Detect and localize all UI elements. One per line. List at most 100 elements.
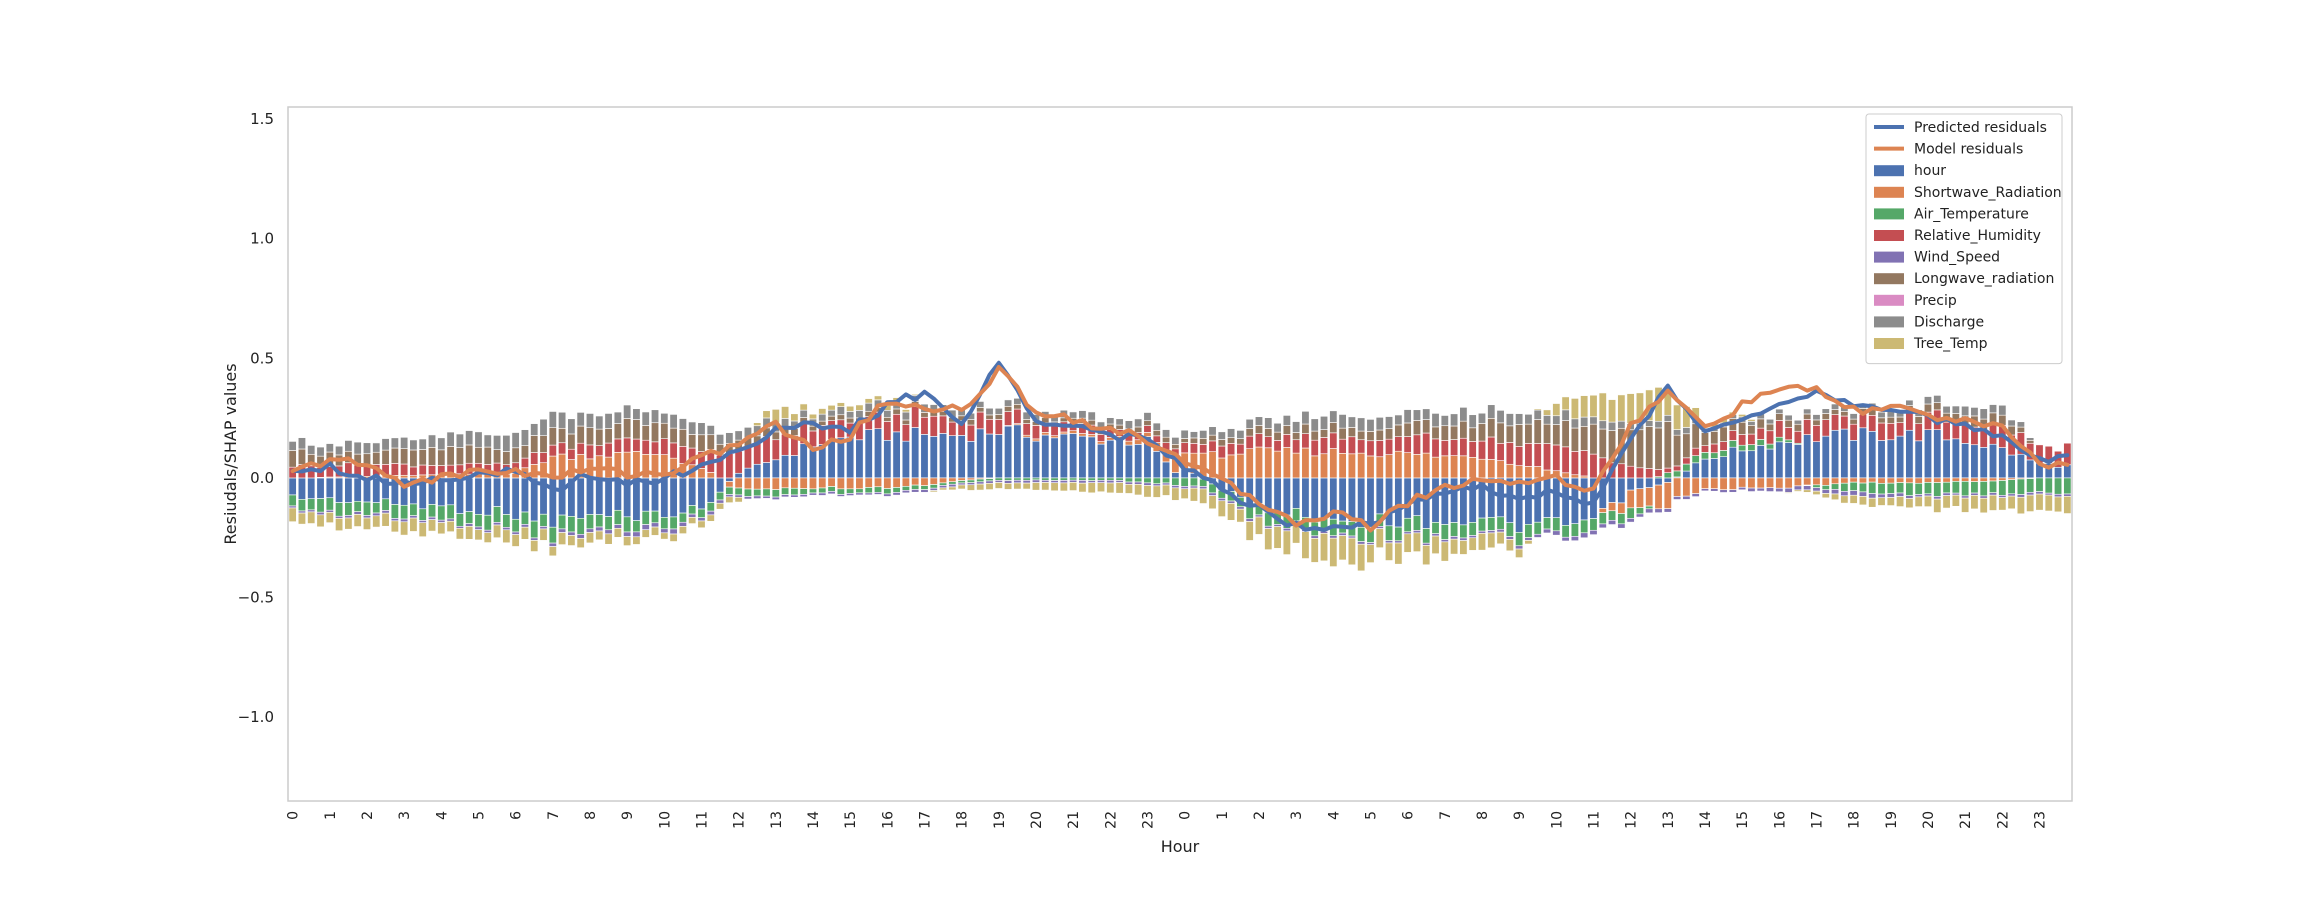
bar-shortwave-radiation bbox=[1738, 477, 1747, 488]
bar-tree-temp bbox=[1552, 403, 1561, 417]
bar-relative-humidity bbox=[585, 444, 594, 460]
bar-hour bbox=[1998, 447, 2007, 479]
bar-shortwave-radiation bbox=[1422, 452, 1431, 479]
bar-air-temperature bbox=[697, 508, 706, 519]
bar-air-temperature bbox=[1728, 440, 1737, 448]
bar-tree-temp bbox=[1942, 495, 1951, 509]
bar-tree-temp bbox=[465, 526, 474, 540]
bar-hour bbox=[1124, 444, 1133, 479]
bar-relative-humidity bbox=[1496, 443, 1505, 461]
bar-shortwave-radiation bbox=[1264, 447, 1273, 479]
bar-wind-speed bbox=[1728, 489, 1737, 493]
bar-wind-speed bbox=[418, 520, 427, 524]
bar-air-temperature bbox=[1645, 505, 1654, 510]
bar-relative-humidity bbox=[976, 411, 985, 430]
bar-wind-speed bbox=[753, 495, 762, 499]
bar-air-temperature bbox=[1784, 439, 1793, 443]
x-tick-label: 21 bbox=[1066, 811, 1082, 829]
bar-relative-humidity bbox=[1254, 433, 1263, 448]
bar-tree-temp bbox=[632, 536, 641, 545]
bar-shortwave-radiation bbox=[1877, 477, 1886, 484]
bar-relative-humidity bbox=[1654, 469, 1663, 477]
bar-tree-temp bbox=[864, 398, 873, 404]
bar-hour bbox=[799, 443, 808, 479]
bar-longwave-radiation bbox=[1487, 417, 1496, 438]
bar-wind-speed bbox=[1858, 491, 1867, 497]
bar-shortwave-radiation bbox=[1320, 453, 1329, 479]
bar-longwave-radiation bbox=[1580, 426, 1589, 451]
bar-shortwave-radiation bbox=[1728, 477, 1737, 490]
bar-tree-temp bbox=[836, 402, 845, 407]
bar-wind-speed bbox=[1747, 487, 1756, 492]
bar-longwave-radiation bbox=[502, 451, 511, 465]
bar-air-temperature bbox=[1942, 481, 1951, 494]
bar-relative-humidity bbox=[939, 415, 948, 434]
bar-longwave-radiation bbox=[976, 407, 985, 413]
bar-tree-temp bbox=[1041, 482, 1050, 491]
bar-wind-speed bbox=[706, 510, 715, 516]
bar-discharge bbox=[1208, 426, 1217, 436]
bar-hour bbox=[1775, 441, 1784, 479]
bar-wind-speed bbox=[1273, 524, 1282, 527]
bar-hour bbox=[1914, 440, 1923, 479]
bar-shortwave-radiation bbox=[911, 477, 920, 486]
bar-relative-humidity bbox=[827, 420, 836, 440]
bar-discharge bbox=[1329, 410, 1338, 423]
x-tick-label: 0 bbox=[1178, 811, 1194, 820]
bar-wind-speed bbox=[1496, 528, 1505, 533]
bar-longwave-radiation bbox=[1310, 430, 1319, 441]
bar-air-temperature bbox=[901, 486, 910, 491]
bar-tree-temp bbox=[1254, 516, 1263, 535]
bar-air-temperature bbox=[1970, 481, 1979, 494]
bar-air-temperature bbox=[493, 506, 502, 523]
bar-shortwave-radiation bbox=[1050, 435, 1059, 439]
bar-shortwave-radiation bbox=[1450, 455, 1459, 479]
bar-wind-speed bbox=[1970, 492, 1979, 496]
bar-tree-temp bbox=[1180, 488, 1189, 499]
bar-longwave-radiation bbox=[1329, 422, 1338, 434]
bar-hour bbox=[743, 467, 752, 479]
bar-hour bbox=[1728, 446, 1737, 479]
bar-relative-humidity bbox=[1431, 438, 1440, 458]
bar-discharge bbox=[641, 411, 650, 426]
bar-wind-speed bbox=[1227, 500, 1236, 504]
bar-wind-speed bbox=[1310, 535, 1319, 539]
y-tick-label: 1.0 bbox=[250, 230, 274, 248]
bar-longwave-radiation bbox=[288, 450, 297, 468]
bar-longwave-radiation bbox=[465, 444, 474, 464]
bar-longwave-radiation bbox=[994, 414, 1003, 420]
x-tick-label: 9 bbox=[620, 811, 636, 820]
bar-hour bbox=[1292, 477, 1301, 509]
bar-air-temperature bbox=[353, 500, 362, 512]
bar-tree-temp bbox=[725, 496, 734, 503]
bar-tree-temp bbox=[520, 526, 529, 540]
x-tick-label: 9 bbox=[1512, 811, 1528, 820]
bar-shortwave-radiation bbox=[1635, 488, 1644, 508]
bar-wind-speed bbox=[641, 524, 650, 531]
bar-relative-humidity bbox=[1589, 453, 1598, 479]
bar-wind-speed bbox=[790, 494, 799, 498]
bar-relative-humidity bbox=[1719, 441, 1728, 451]
bar-wind-speed bbox=[1338, 532, 1347, 536]
bar-tree-temp bbox=[1199, 488, 1208, 504]
bar-discharge bbox=[493, 435, 502, 450]
bar-longwave-radiation bbox=[1134, 426, 1143, 433]
bar-tree-temp bbox=[1933, 498, 1942, 513]
bar-hour bbox=[846, 436, 855, 479]
x-tick-label: 18 bbox=[955, 811, 971, 829]
bar-discharge bbox=[576, 412, 585, 427]
bar-discharge bbox=[660, 412, 669, 424]
bar-wind-speed bbox=[688, 513, 697, 518]
bar-longwave-radiation bbox=[1394, 424, 1403, 437]
bar-shortwave-radiation bbox=[1663, 482, 1672, 509]
bar-hour bbox=[1301, 477, 1310, 518]
bar-shortwave-radiation bbox=[1849, 477, 1858, 483]
bar-wind-speed bbox=[1031, 479, 1040, 483]
bar-discharge bbox=[502, 435, 511, 452]
bar-air-temperature bbox=[1440, 524, 1449, 540]
bar-wind-speed bbox=[623, 531, 632, 537]
bar-wind-speed bbox=[836, 494, 845, 497]
bar-wind-speed bbox=[985, 480, 994, 484]
bar-discharge bbox=[1450, 413, 1459, 427]
bar-air-temperature bbox=[1570, 523, 1579, 537]
